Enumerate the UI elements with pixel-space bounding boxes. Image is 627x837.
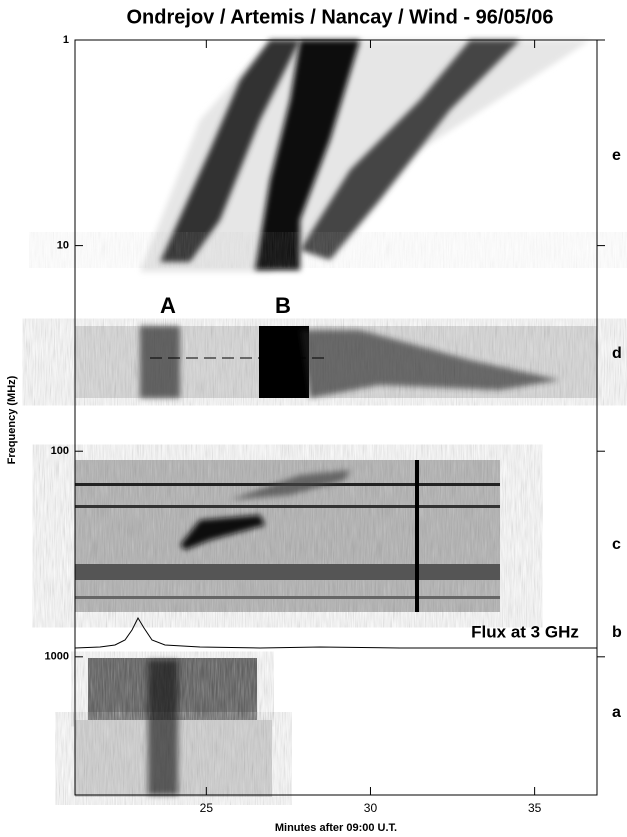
x-tick-label: 30 xyxy=(364,801,378,815)
panel-label: b xyxy=(612,624,622,641)
plot-frame xyxy=(74,39,598,796)
x-tick-label: 25 xyxy=(200,801,214,815)
panel-e-spectrogram xyxy=(80,40,590,272)
annotation: B xyxy=(275,293,291,318)
chart-title: Ondrejov / Artemis / Nancay / Wind - 96/… xyxy=(126,6,553,28)
panel-label: c xyxy=(612,536,621,553)
panel-c-spectrogram xyxy=(75,460,500,612)
annotation: A xyxy=(160,293,176,318)
x-axis-label: Minutes after 09:00 U.T. xyxy=(275,822,397,834)
flux-curve xyxy=(74,616,597,649)
panel-label: d xyxy=(612,345,622,362)
panel-d-spectrogram xyxy=(75,326,597,398)
panel-label: e xyxy=(612,147,621,164)
y-tick-label: 1000 xyxy=(45,651,69,663)
y-tick-label: 1 xyxy=(63,34,69,46)
y-tick-label: 100 xyxy=(51,445,69,457)
annotation: Flux at 3 GHz xyxy=(471,622,579,641)
panel-label: a xyxy=(612,704,621,721)
x-tick-label: 35 xyxy=(528,801,542,815)
panel-a-spectrogram xyxy=(75,658,272,797)
y-axis-label: Frequency (MHz) xyxy=(6,375,18,464)
y-tick-label: 10 xyxy=(57,240,69,252)
